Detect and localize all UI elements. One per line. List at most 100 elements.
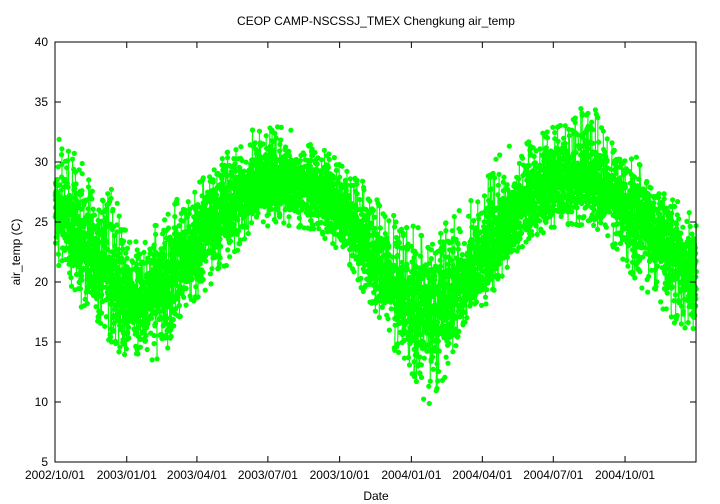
data-point	[296, 215, 302, 221]
data-segment	[302, 171, 304, 173]
data-point	[121, 238, 127, 244]
data-point	[151, 332, 157, 339]
data-point	[435, 378, 441, 384]
data-point	[421, 355, 427, 361]
data-point	[65, 148, 71, 154]
data-point	[426, 383, 432, 389]
data-segment	[356, 193, 359, 210]
data-point	[207, 271, 213, 277]
data-point	[183, 285, 189, 292]
data-point	[347, 261, 353, 267]
data-point	[377, 225, 383, 231]
data-point	[71, 150, 77, 156]
data-point	[103, 314, 109, 320]
data-point	[277, 141, 283, 147]
data-segment	[405, 331, 407, 334]
data-point	[79, 277, 85, 283]
data-point	[330, 175, 337, 181]
data-point	[79, 160, 85, 167]
data-point	[137, 251, 143, 257]
chart-title: CEOP CAMP-NSCSSJ_TMEX Chengkung air_temp	[237, 14, 515, 28]
data-point	[170, 317, 176, 323]
data-point	[386, 327, 392, 333]
data-point	[151, 341, 157, 347]
data-point	[326, 156, 332, 163]
data-point	[153, 222, 159, 229]
data-point	[79, 171, 85, 177]
data-segment	[186, 280, 189, 282]
data-point	[55, 164, 61, 170]
data-point	[171, 323, 177, 329]
data-point	[127, 239, 133, 245]
data-point	[320, 231, 326, 237]
data-point	[415, 225, 421, 231]
data-point	[189, 275, 195, 282]
data-point	[430, 366, 436, 372]
data-point	[311, 226, 317, 232]
data-point	[238, 144, 244, 150]
data-point	[286, 148, 292, 154]
data-point	[124, 245, 130, 251]
data-point	[385, 316, 391, 322]
data-point	[91, 212, 97, 218]
data-point	[426, 400, 432, 407]
data-point	[235, 247, 241, 253]
data-point	[436, 348, 442, 354]
data-point	[200, 276, 206, 283]
data-point	[428, 358, 434, 365]
data-point	[374, 276, 380, 282]
data-point	[114, 229, 120, 235]
data-points	[52, 106, 699, 407]
data-point	[339, 163, 345, 169]
data-point	[218, 243, 224, 249]
data-point	[168, 333, 174, 339]
data-point	[241, 168, 247, 174]
data-point	[130, 259, 136, 265]
data-point	[120, 246, 126, 252]
data-point	[133, 239, 139, 245]
data-point	[93, 304, 99, 310]
data-segment	[237, 190, 239, 192]
data-point	[429, 241, 436, 247]
data-point	[396, 349, 402, 355]
data-point	[288, 127, 294, 133]
data-point	[114, 200, 120, 206]
data-point	[351, 269, 357, 275]
data-point	[85, 206, 91, 212]
data-segment	[66, 167, 68, 184]
data-point	[216, 261, 222, 267]
data-point	[183, 302, 189, 308]
data-segment	[363, 265, 366, 272]
data-point	[110, 206, 116, 212]
data-point	[225, 247, 231, 253]
data-point	[428, 247, 434, 253]
data-point	[177, 313, 183, 319]
data-point	[202, 287, 208, 293]
data-point	[371, 225, 378, 231]
data-point	[265, 223, 271, 229]
data-point	[149, 357, 155, 363]
data-point	[91, 287, 97, 293]
data-point	[145, 255, 151, 261]
data-point	[76, 167, 82, 173]
data-point	[123, 250, 129, 256]
data-point	[331, 155, 337, 161]
data-point	[56, 182, 63, 188]
data-segment	[90, 242, 92, 277]
data-point	[64, 158, 70, 164]
data-point	[200, 269, 206, 275]
data-point	[301, 152, 307, 158]
data-point	[265, 211, 271, 217]
data-point	[322, 235, 328, 241]
data-point	[105, 191, 111, 197]
data-point	[117, 327, 123, 333]
data-point	[143, 337, 149, 343]
data-point	[223, 262, 229, 269]
data-point	[186, 211, 192, 217]
data-segment	[93, 259, 95, 261]
data-point	[144, 346, 150, 353]
data-segment	[359, 199, 361, 210]
data-point	[102, 323, 108, 329]
data-segment	[80, 190, 83, 195]
data-point	[418, 362, 424, 368]
